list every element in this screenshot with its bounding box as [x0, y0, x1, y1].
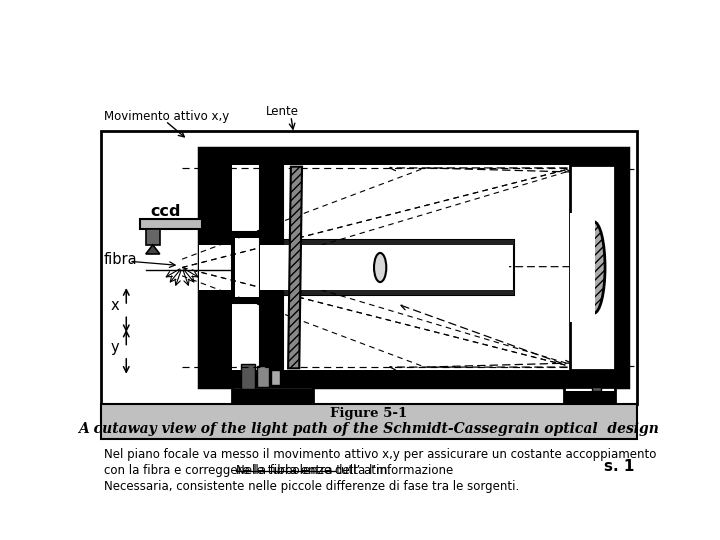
Bar	[570, 165, 615, 370]
Ellipse shape	[582, 222, 605, 313]
Text: ccd: ccd	[150, 204, 181, 219]
Bar	[260, 165, 282, 370]
Bar	[199, 148, 629, 165]
Bar	[235, 238, 260, 296]
Bar	[263, 240, 514, 294]
Bar	[140, 219, 202, 229]
Bar	[263, 289, 514, 294]
Bar	[233, 389, 313, 402]
Ellipse shape	[374, 253, 387, 282]
Bar	[263, 240, 514, 246]
Bar	[263, 246, 508, 289]
Text: x: x	[111, 299, 120, 313]
Bar	[199, 370, 629, 387]
Bar	[564, 391, 615, 402]
Polygon shape	[288, 167, 302, 368]
Bar	[199, 148, 233, 387]
Text: Nel piano focale va messo il movimento attivo x,y per assicurare un costante acc: Nel piano focale va messo il movimento a…	[104, 448, 657, 461]
Polygon shape	[145, 245, 160, 254]
Text: Movimento attivo x,y: Movimento attivo x,y	[104, 110, 229, 123]
Bar	[615, 148, 629, 387]
Bar	[593, 387, 600, 391]
Text: fibra: fibra	[104, 252, 138, 267]
Bar	[199, 245, 233, 291]
Bar	[240, 364, 255, 389]
Bar	[260, 245, 282, 291]
Text: Figure 5-1: Figure 5-1	[330, 407, 408, 420]
Bar	[564, 387, 615, 402]
Text: A cutaway view of the light path of the Schmidt-Cassegrain optical  design: A cutaway view of the light path of the …	[78, 422, 660, 436]
Text: con la fibra e correggere le turbolenze dell’ atm.: con la fibra e correggere le turbolenze …	[104, 464, 395, 477]
Bar	[101, 404, 636, 439]
Bar	[233, 387, 313, 402]
Bar	[570, 213, 595, 321]
Bar	[233, 232, 263, 303]
Bar	[101, 131, 636, 404]
Polygon shape	[145, 229, 160, 245]
Text: Necessaria, consistente nelle piccole differenze di fase tra le sorgenti.: Necessaria, consistente nelle piccole di…	[104, 480, 519, 493]
Bar	[258, 366, 269, 387]
Bar	[199, 148, 629, 387]
Text: y: y	[111, 340, 120, 355]
Text: Lente: Lente	[266, 105, 299, 118]
Text: s. 1: s. 1	[603, 460, 634, 474]
Text: Nella fibra entra tutta l’informazione: Nella fibra entra tutta l’informazione	[236, 464, 454, 477]
Bar	[271, 370, 280, 385]
